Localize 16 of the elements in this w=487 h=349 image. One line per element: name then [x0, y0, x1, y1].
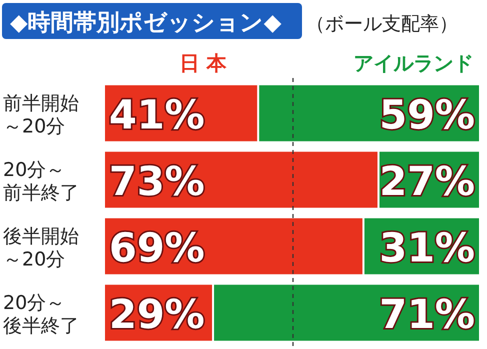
data-label: 31%	[379, 225, 475, 272]
chart-subtitle: （ボール支配率）	[306, 13, 458, 35]
data-label: 41%	[109, 92, 205, 138]
data-label: 27%	[379, 158, 475, 205]
data-label: 71%	[379, 292, 475, 338]
data-label: 73%	[109, 158, 205, 205]
data-label: 59%	[379, 92, 475, 138]
series-label: アイルランド	[353, 51, 474, 75]
chart-title: ◆時間帯別ポゼッション◆	[10, 10, 282, 36]
series-label: 日 本	[179, 51, 228, 75]
data-label: 69%	[109, 225, 205, 272]
y-tick-label: 前半開始～20分	[3, 92, 79, 138]
y-tick-label: 20分～後半終了	[3, 292, 79, 337]
y-tick-label: 20分～前半終了	[3, 158, 79, 204]
data-label: 29%	[109, 292, 205, 338]
y-tick-label: 後半開始～20分	[3, 225, 79, 270]
